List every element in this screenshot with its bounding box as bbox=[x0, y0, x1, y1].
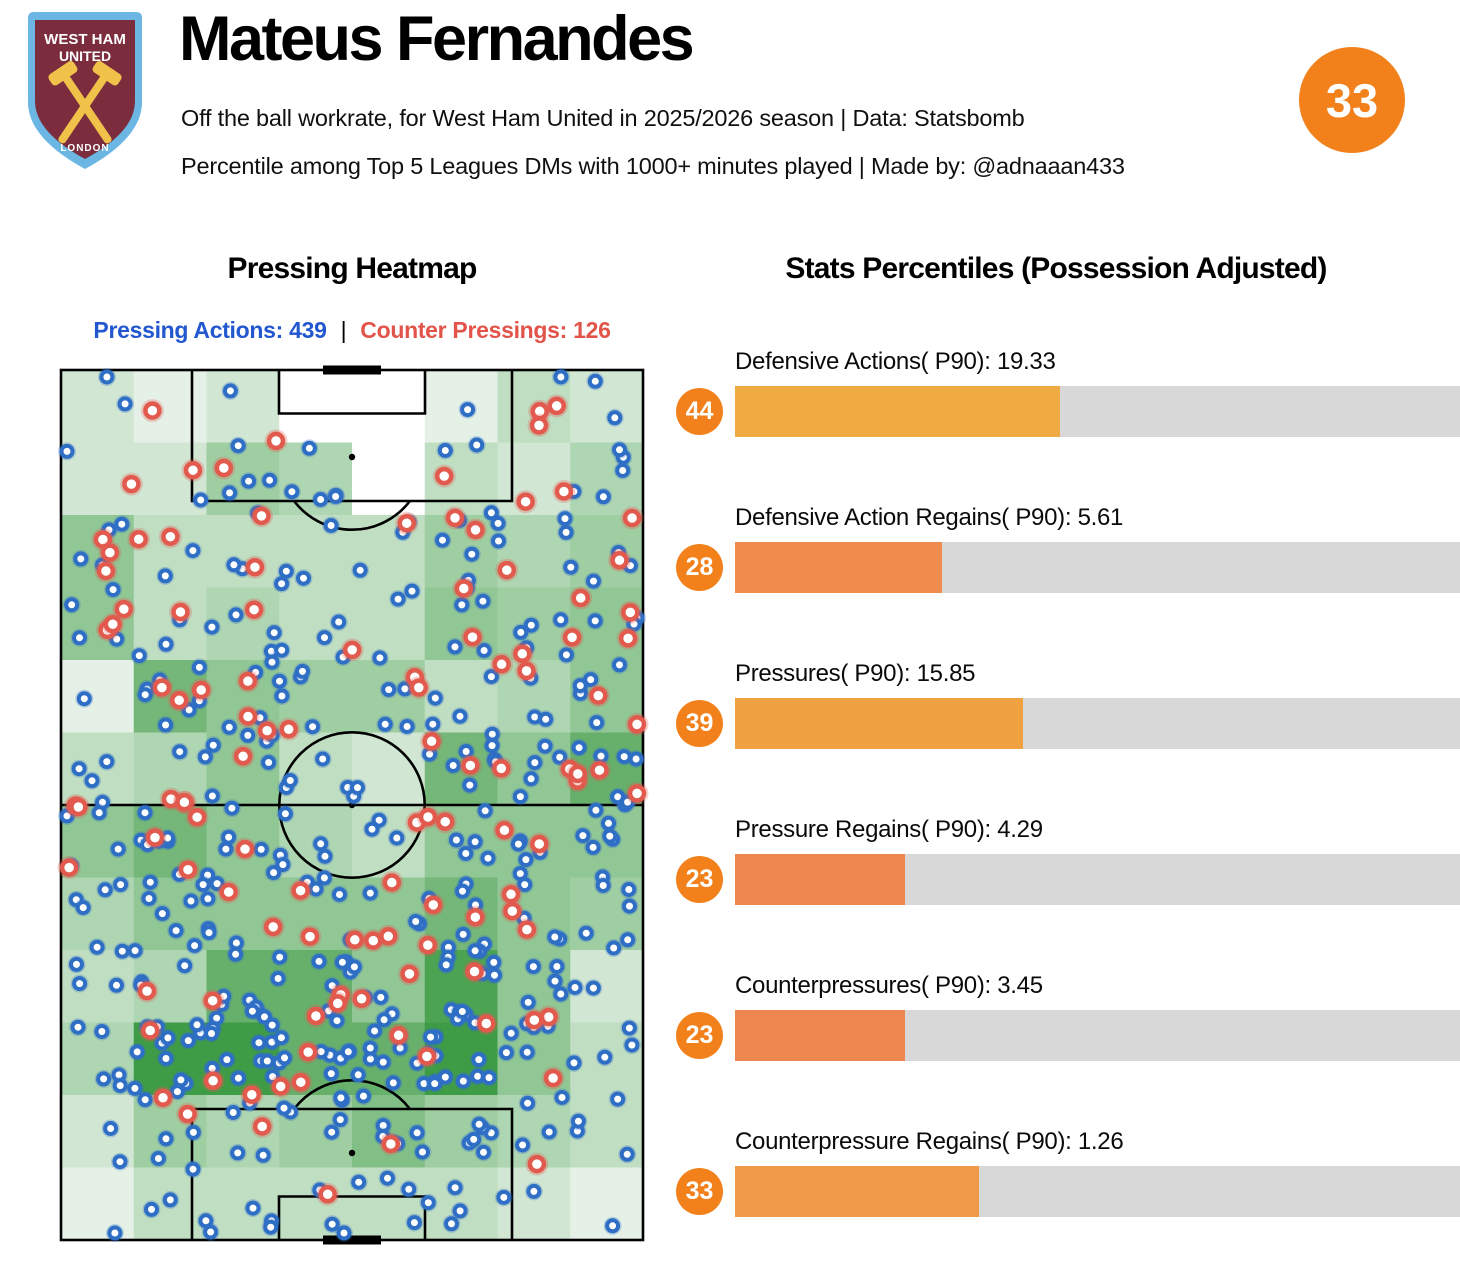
age-badge: 33 bbox=[1299, 47, 1405, 153]
counter-pressing-dots-layer bbox=[57, 394, 649, 1206]
percentile-bar-track: 23 bbox=[676, 854, 1460, 905]
percentile-bar-fill bbox=[735, 1010, 905, 1061]
crossed-hammers-icon bbox=[48, 61, 122, 144]
subtitle-line-1: Off the ball workrate, for West Ham Unit… bbox=[181, 105, 1025, 131]
percentile-bar-track: 33 bbox=[676, 1166, 1460, 1217]
percentile-bar-track: 44 bbox=[676, 386, 1460, 437]
percentile-badge: 44 bbox=[676, 388, 723, 435]
penalty-spot-top bbox=[348, 453, 356, 461]
legend-separator: | bbox=[340, 317, 347, 343]
percentile-badge: 39 bbox=[676, 700, 723, 747]
stat-label: Defensive Action Regains( P90): 5.61 bbox=[735, 504, 1124, 531]
penalty-box-top bbox=[190, 370, 514, 503]
percentile-bar-fill bbox=[735, 542, 942, 593]
club-crest: WEST HAM UNITED LONDON bbox=[28, 12, 142, 169]
percentile-bar-track: 23 bbox=[676, 1010, 1460, 1061]
six-yard-box-bottom bbox=[277, 1195, 427, 1240]
heatmap-title: Pressing Heatmap bbox=[227, 252, 478, 285]
stat-label: Pressures( P90): 15.85 bbox=[735, 660, 976, 687]
percentile-bar-fill bbox=[735, 698, 1023, 749]
percentile-bar-track: 28 bbox=[676, 542, 1460, 593]
stat-row: Defensive Actions( P90): 19.33 44 bbox=[676, 348, 1460, 498]
percentile-bar-fill bbox=[735, 1166, 979, 1217]
penalty-spot-bottom bbox=[348, 1149, 356, 1157]
percentile-badge: 23 bbox=[676, 856, 723, 903]
subtitle-line-2: Percentile among Top 5 Leagues DMs with … bbox=[181, 153, 1125, 179]
stat-row: Pressures( P90): 15.85 39 bbox=[676, 660, 1460, 810]
page-title: Mateus Fernandes bbox=[179, 4, 695, 74]
stat-row: Defensive Action Regains( P90): 5.61 28 bbox=[676, 504, 1460, 654]
percentile-badge: 33 bbox=[676, 1168, 723, 1215]
percentile-badge: 23 bbox=[676, 1012, 723, 1059]
legend-pressing-actions: Pressing Actions: 439 bbox=[93, 317, 327, 343]
center-circle bbox=[278, 730, 426, 879]
crest-text-mid: UNITED bbox=[59, 48, 111, 64]
percentile-bar-fill bbox=[735, 854, 905, 905]
stats-title: Stats Percentiles (Possession Adjusted) bbox=[785, 252, 1327, 285]
percentile-bar-fill bbox=[735, 386, 1060, 437]
six-yard-box-top bbox=[277, 370, 427, 415]
legend-counter-pressings: Counter Pressings: 126 bbox=[360, 317, 611, 343]
crest-text-bottom: LONDON bbox=[60, 143, 109, 154]
penalty-arc-top bbox=[293, 500, 411, 531]
pitch-svg bbox=[57, 365, 649, 1245]
stat-label: Defensive Actions( P90): 19.33 bbox=[735, 348, 1056, 375]
stat-label: Counterpressures( P90): 3.45 bbox=[735, 972, 1043, 999]
crest-shield bbox=[35, 20, 135, 159]
stat-row: Counterpressures( P90): 3.45 23 bbox=[676, 972, 1460, 1122]
percentile-badge: 28 bbox=[676, 544, 723, 591]
crest-text-top: WEST HAM bbox=[44, 31, 126, 48]
stat-row: Pressure Regains( P90): 4.29 23 bbox=[676, 816, 1460, 966]
stat-label: Pressure Regains( P90): 4.29 bbox=[735, 816, 1043, 843]
percentile-bar-track: 39 bbox=[676, 698, 1460, 749]
heatmap-legend: Pressing Actions: 439 | Counter Pressings:… bbox=[61, 317, 643, 344]
penalty-arc-bottom bbox=[293, 1079, 411, 1110]
stat-label: Counterpressure Regains( P90): 1.26 bbox=[735, 1128, 1124, 1155]
stat-row: Counterpressure Regains( P90): 1.26 33 bbox=[676, 1128, 1460, 1278]
